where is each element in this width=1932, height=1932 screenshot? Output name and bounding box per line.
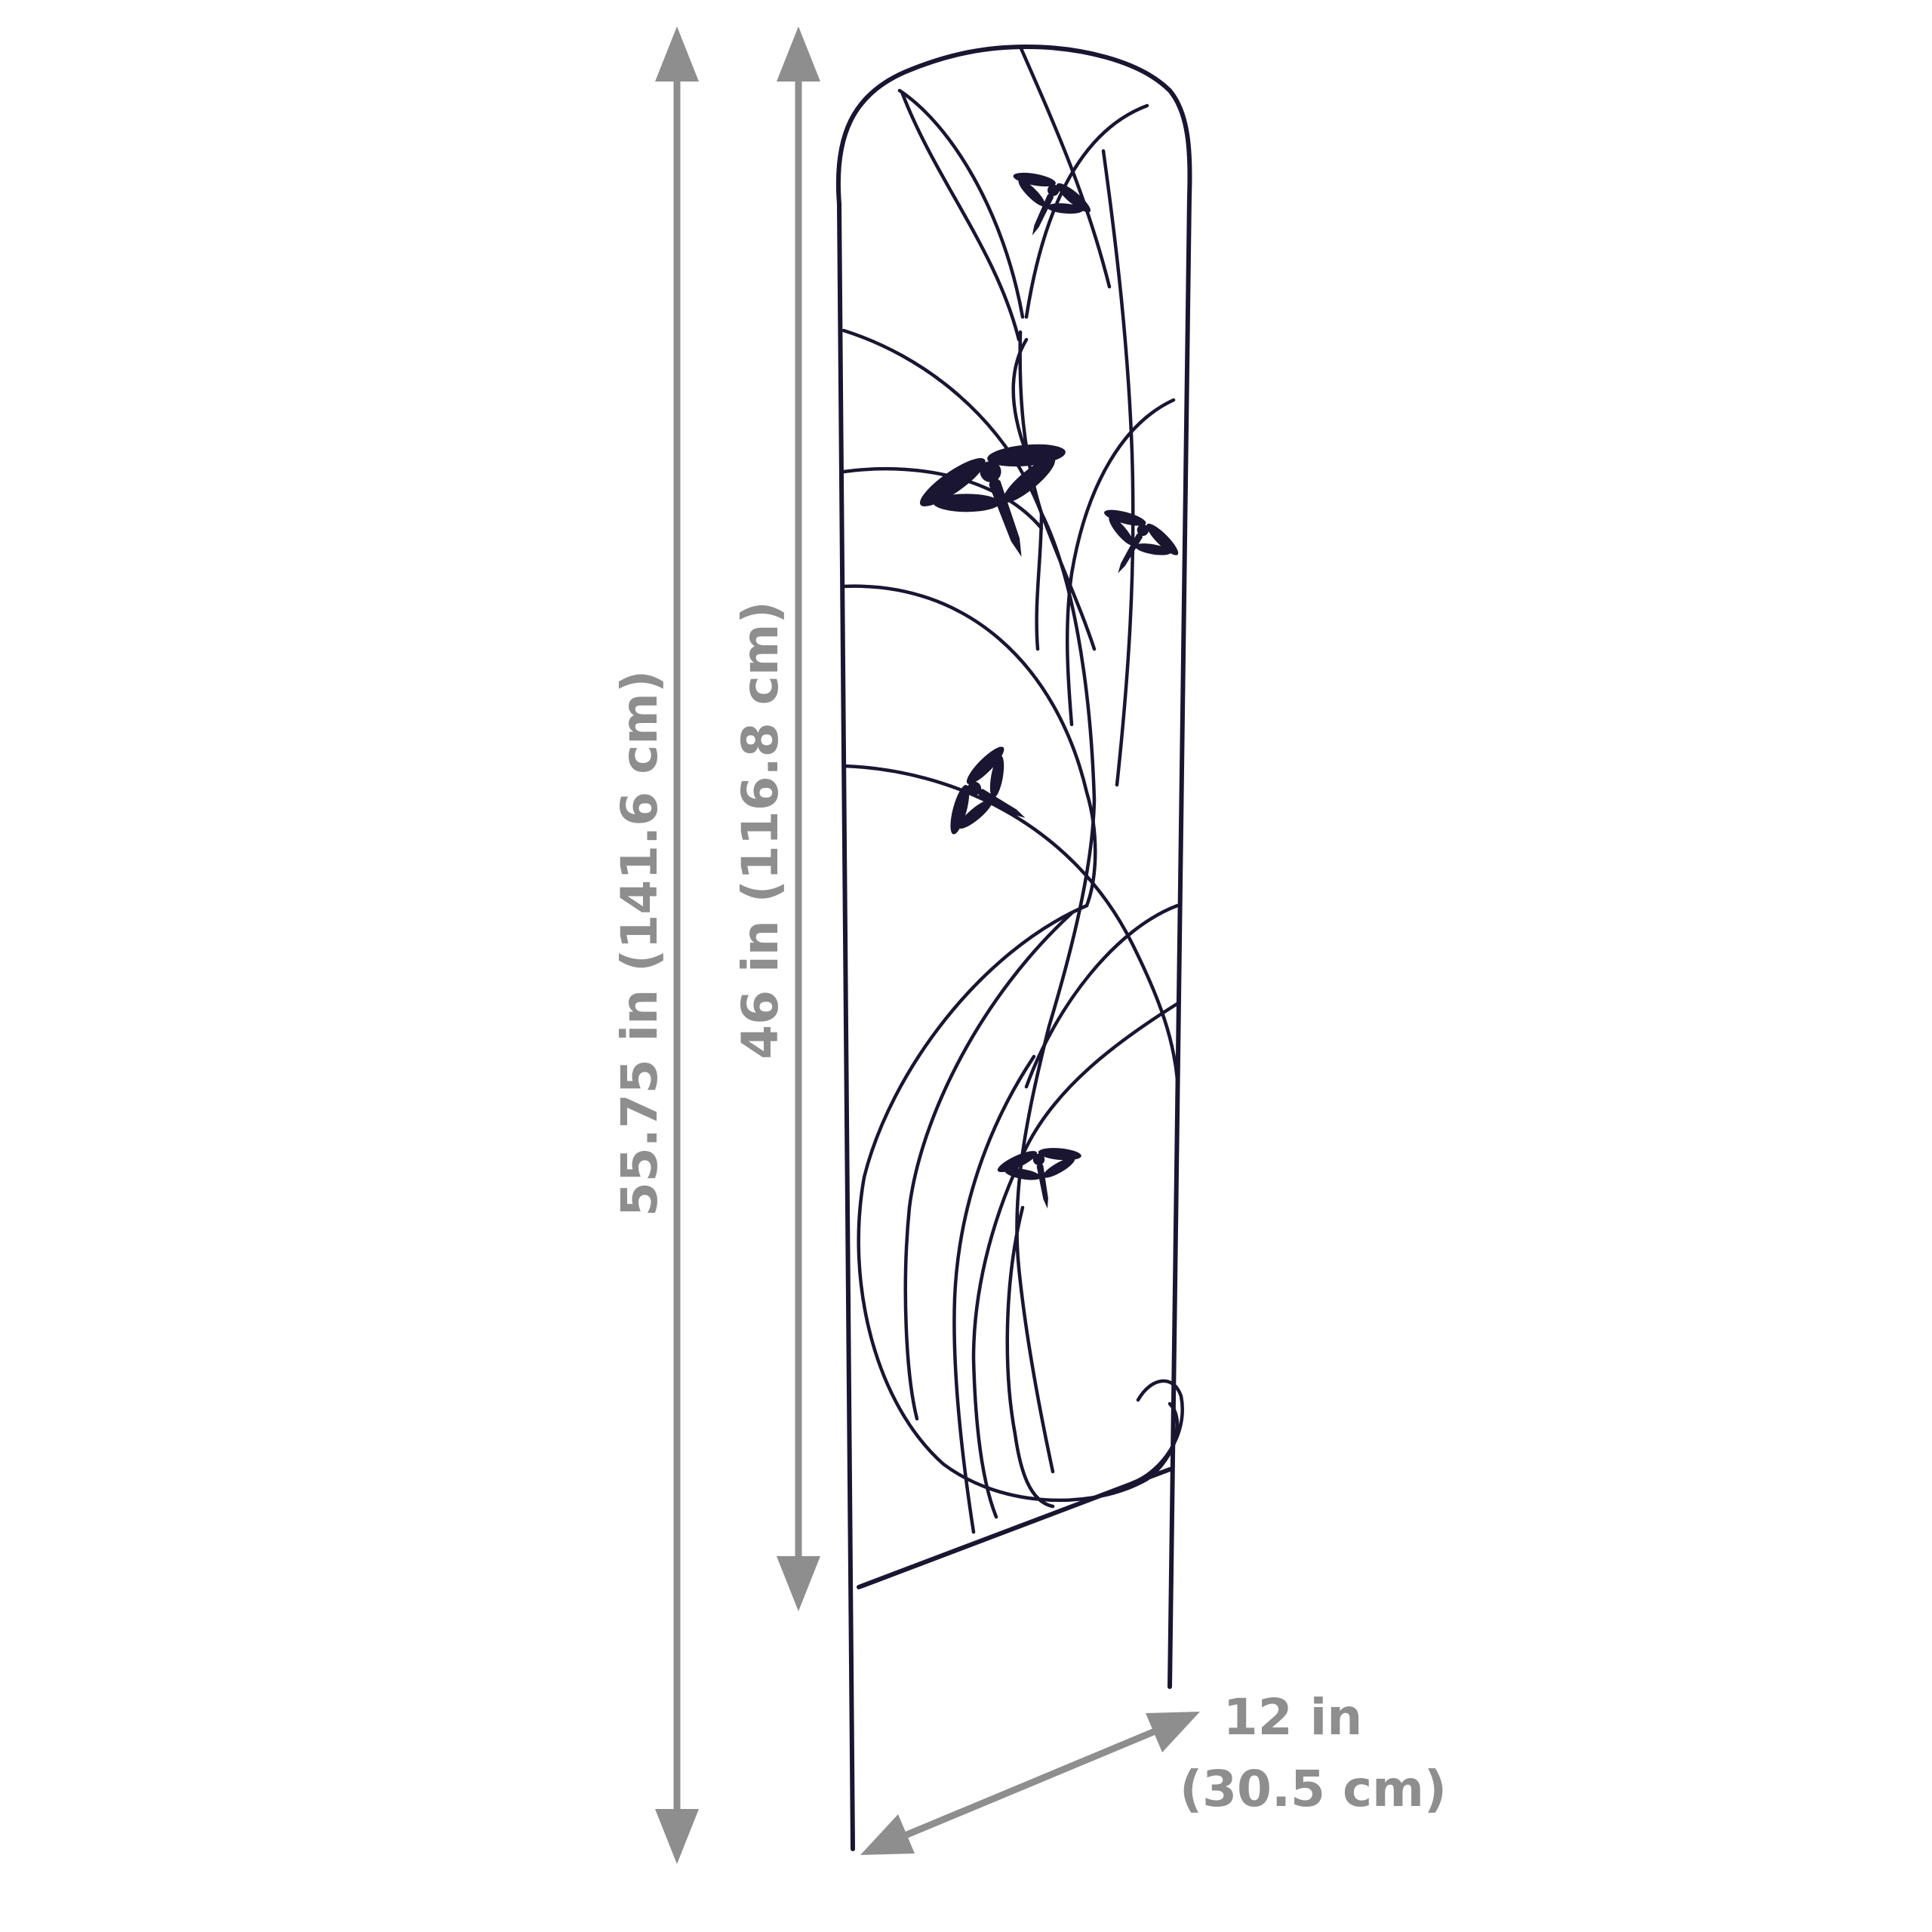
dragonfly-large: [907, 422, 1097, 584]
width-label-imperial: 12 in: [1223, 1688, 1362, 1746]
panel-height-arrow: [777, 26, 820, 1611]
trellis-frame: [835, 44, 1192, 1851]
trellis-scrollwork: [841, 45, 1184, 1534]
dragonfly-middle: [935, 736, 1051, 863]
panel-height-label: 46 in (116.8 cm): [731, 601, 789, 1059]
width-label-metric: (30.5 cm): [1180, 1760, 1447, 1818]
width-arrow: [860, 1712, 1200, 1855]
dragonfly-bottom: [993, 1139, 1091, 1217]
overall-height-label: 55.75 in (141.6 cm): [611, 670, 669, 1217]
dragonfly-top: [992, 159, 1099, 254]
overall-height-arrow: [655, 26, 699, 1864]
